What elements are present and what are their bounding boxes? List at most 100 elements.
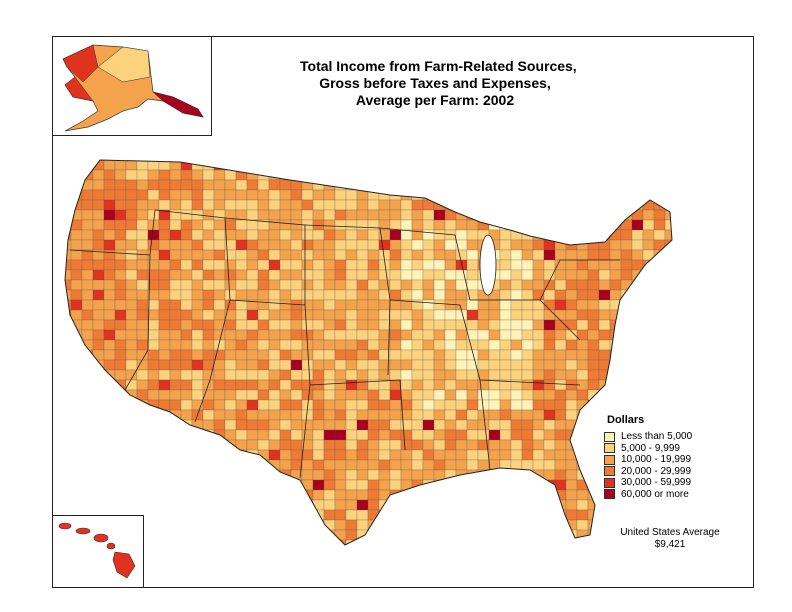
county-cell [455,339,468,351]
county-cell [169,199,182,211]
county-cell [65,429,72,441]
county-cell [400,319,413,331]
county-cell [103,499,116,511]
county-cell [103,189,116,201]
county-cell [477,519,490,531]
county-cell [323,539,336,545]
county-cell [488,449,501,461]
county-cell [202,199,215,211]
county-cell [631,249,644,261]
county-cell [334,409,347,421]
county-cell [279,539,292,545]
county-cell [147,289,160,301]
county-cell [81,279,94,291]
county-cell [70,389,83,401]
county-cell [400,499,413,511]
county-cell [114,209,127,221]
county-cell [103,259,116,271]
county-cell [224,259,237,271]
county-cell [301,209,314,221]
county-cell [477,379,490,391]
county-cell [389,259,402,271]
county-cell [279,389,292,401]
county-cell [290,259,303,271]
county-cell [180,209,193,221]
county-cell [180,309,193,321]
county-cell [180,439,193,451]
county-cell [378,509,391,521]
county-cell [202,309,215,321]
county-cell [125,419,138,431]
county-cell [213,189,226,201]
county-cell [389,379,402,391]
county-cell [158,289,171,301]
county-cell [290,409,303,421]
county-cell [312,229,325,241]
county-cell [202,189,215,201]
county-cell [191,339,204,351]
county-cell [676,380,680,390]
county-cell [532,299,545,311]
county-cell [367,339,380,351]
county-cell [290,160,303,171]
county-cell [664,399,672,411]
county-cell [587,539,600,545]
county-cell [411,499,424,511]
county-cell [433,519,446,531]
county-cell [499,349,512,361]
county-cell [554,369,567,381]
county-cell [411,160,424,171]
county-cell [334,269,347,281]
county-cell [554,459,567,471]
county-cell [323,339,336,351]
county-cell [400,369,413,381]
county-cell [65,479,72,491]
county-cell [147,229,160,241]
county-cell [323,279,336,291]
county-cell [356,459,369,471]
county-cell [422,189,435,201]
county-cell [125,359,138,371]
county-cell [235,279,248,291]
county-cell [169,459,182,471]
county-cell [433,309,446,321]
county-cell [114,529,127,541]
county-cell [521,339,534,351]
county-cell [532,160,545,161]
county-cell [499,289,512,301]
county-cell [279,519,292,531]
county-cell [103,319,116,331]
county-cell [334,349,347,361]
county-cell [345,299,358,311]
county-cell [554,359,567,371]
county-cell [389,319,402,331]
county-cell [213,479,226,491]
county-cell [246,199,259,211]
county-cell [301,279,314,291]
county-cell [576,199,589,211]
county-cell [356,409,369,421]
county-cell [356,239,369,251]
county-cell [532,359,545,371]
county-cell [279,309,292,321]
county-cell [510,309,523,321]
county-cell [576,439,589,451]
county-cell [642,209,655,221]
county-cell [224,389,237,401]
county-cell [345,389,358,401]
county-cell [367,169,380,181]
county-cell [367,269,380,281]
county-cell [334,319,347,331]
county-cell [543,469,556,481]
county-cell [114,389,127,401]
county-cell [65,359,72,371]
county-cell [521,519,534,531]
county-cell [653,339,666,351]
county-cell [565,160,578,161]
county-cell [312,529,325,541]
county-cell [235,369,248,381]
county-cell [576,249,589,261]
county-cell [477,449,490,461]
county-cell [180,499,193,511]
county-cell [158,179,171,191]
